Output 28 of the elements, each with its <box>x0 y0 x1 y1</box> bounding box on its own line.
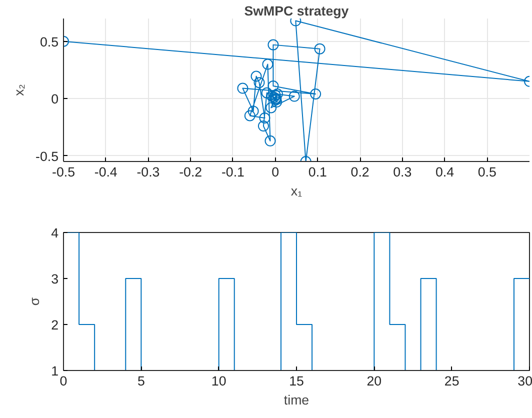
y-tick-label: -0.5 <box>36 148 58 164</box>
x-tick-label: 15 <box>289 374 304 388</box>
chart-title: SwMPC strategy <box>244 4 350 18</box>
x-tick-label: 10 <box>211 374 226 388</box>
x-tick-label: 30 <box>518 374 532 388</box>
x-tick-label: -0.1 <box>221 164 244 180</box>
x-tick-label: -0.3 <box>136 164 160 180</box>
x-tick-label: 0.2 <box>350 164 370 180</box>
y-tick-label: 4 <box>51 226 60 240</box>
x-axis-title: x₁ <box>290 184 303 198</box>
x-axis-title: time <box>284 392 310 408</box>
x-tick-label: -0.4 <box>94 164 118 180</box>
y-tick-label: 1 <box>51 364 59 378</box>
y-tick-label: 3 <box>51 272 59 286</box>
y-tick-label: 0 <box>51 92 59 107</box>
y-tick-label: 0.5 <box>40 34 59 50</box>
x-tick-label: -0.2 <box>179 164 202 180</box>
y-axis-title: x₂ <box>12 84 27 96</box>
x-tick-label: 25 <box>444 374 460 388</box>
x-tick-label: 20 <box>366 374 382 388</box>
x-tick-label: 0.5 <box>478 164 496 180</box>
y-axis-title: σ <box>27 296 42 306</box>
x-tick-label: 0.1 <box>308 164 327 180</box>
x-tick-label: 0.3 <box>393 164 412 180</box>
x-tick-label: 0 <box>272 164 280 180</box>
x-tick-label: 5 <box>137 374 145 388</box>
y-tick-label: 2 <box>51 318 59 332</box>
x-tick-label: 0.4 <box>436 164 455 180</box>
